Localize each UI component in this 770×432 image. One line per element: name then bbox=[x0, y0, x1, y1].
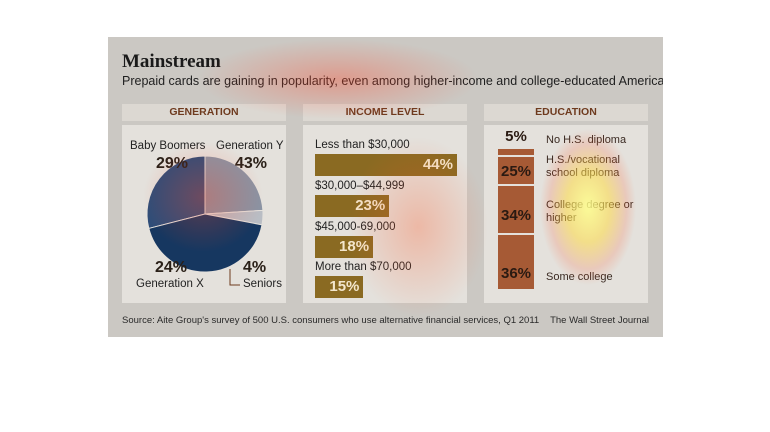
generation-header: GENERATION bbox=[122, 104, 286, 121]
education-value-0: 5% bbox=[505, 128, 527, 145]
education-label-0: No H.S. diploma bbox=[546, 134, 627, 146]
income-label-1: $30,000–$44,999 bbox=[315, 180, 405, 192]
publisher-credit: The Wall Street Journal bbox=[550, 315, 649, 326]
pie-label-seniors: Seniors bbox=[243, 278, 282, 290]
pie-value-seniors: 4% bbox=[243, 259, 267, 276]
income-value-1: 23% bbox=[355, 197, 386, 214]
pie-label-generation-x: Generation X bbox=[136, 278, 204, 290]
income-label-2: $45,000-69,000 bbox=[315, 221, 396, 233]
chart-subtitle: Prepaid cards are gaining in popularity,… bbox=[122, 74, 663, 88]
income-bar-2: 18% bbox=[315, 236, 374, 258]
income-bar-1: 23% bbox=[315, 195, 390, 217]
chart-title: Mainstream bbox=[122, 51, 221, 72]
education-value-1: 25% bbox=[500, 163, 532, 180]
education-label-2: College degree or higher bbox=[546, 199, 634, 224]
education-bar-0 bbox=[498, 149, 534, 155]
income-label-0: Less than $30,000 bbox=[315, 139, 410, 151]
education-panel: 5% 25% 34% 36% No H.S. diploma H.S./voca… bbox=[484, 125, 648, 303]
income-panel: Less than $30,000 44% $30,000–$44,999 23… bbox=[303, 125, 467, 303]
pie-label-generation-y: Generation Y bbox=[216, 140, 284, 152]
income-value-0: 44% bbox=[422, 156, 453, 173]
income-label-3: More than $70,000 bbox=[315, 261, 412, 273]
seniors-leader-line bbox=[229, 269, 240, 286]
income-value-2: 18% bbox=[339, 238, 370, 255]
infographic: Mainstream Prepaid cards are gaining in … bbox=[108, 37, 663, 337]
income-header: INCOME LEVEL bbox=[303, 104, 467, 121]
pie-value-baby-boomers: 29% bbox=[156, 155, 189, 172]
education-value-2: 34% bbox=[500, 207, 532, 224]
education-label-3: Some college bbox=[546, 271, 613, 283]
education-label-1: H.S./vocational school diploma bbox=[546, 154, 620, 179]
pie-label-baby-boomers: Baby Boomers bbox=[130, 140, 206, 152]
income-bar-3: 15% bbox=[315, 276, 364, 298]
source-note: Source: Aite Group's survey of 500 U.S. … bbox=[122, 315, 540, 326]
pie-value-generation-x: 24% bbox=[155, 259, 188, 276]
education-header: EDUCATION bbox=[484, 104, 648, 121]
generation-panel: Baby Boomers 29% Generation Y 43% 24% Ge… bbox=[122, 125, 286, 303]
education-value-3: 36% bbox=[500, 265, 532, 282]
income-bar-0: 44% bbox=[315, 154, 457, 176]
pie-value-generation-y: 43% bbox=[235, 155, 268, 172]
income-value-3: 15% bbox=[329, 278, 360, 295]
